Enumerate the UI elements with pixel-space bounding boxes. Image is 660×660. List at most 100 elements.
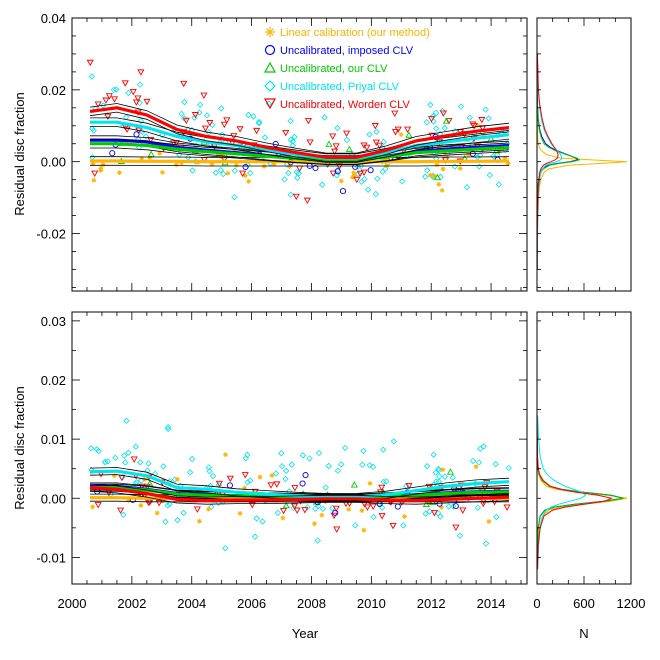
data-point <box>246 477 254 484</box>
marker-stroke <box>243 173 248 178</box>
trend-line <box>90 120 510 160</box>
bottom-panel-frame <box>71 311 528 585</box>
data-point <box>477 152 484 159</box>
data-point <box>345 145 353 152</box>
data-point <box>121 452 128 459</box>
data-point <box>400 522 407 529</box>
data-point <box>186 469 194 476</box>
data-point <box>239 170 247 178</box>
envelope-lower <box>89 490 510 505</box>
data-point <box>94 501 102 509</box>
bottom-y-axis-label: Residual disc fraction <box>12 386 27 510</box>
x-tick-label: 2000 <box>58 596 87 611</box>
data-point <box>196 109 203 116</box>
x-tick-label: 2004 <box>177 596 206 611</box>
data-point <box>482 540 490 547</box>
data-point <box>282 475 289 483</box>
data-point <box>280 515 286 521</box>
marker-stroke <box>280 515 285 520</box>
legend-marker-triangle-down <box>263 98 277 110</box>
top-scatter-panel: -0.02 0.00 0.02 0.04 <box>36 11 527 291</box>
marker-stroke <box>474 464 479 469</box>
data-point <box>331 148 339 156</box>
data-point <box>206 506 211 512</box>
data-point <box>315 449 323 457</box>
x-tick-label: 600 <box>573 596 595 611</box>
data-point <box>475 459 483 466</box>
data-point <box>360 447 367 455</box>
data-point <box>367 167 374 174</box>
data-point <box>196 518 202 524</box>
data-point <box>338 178 344 184</box>
data-point <box>285 169 292 177</box>
data-point <box>181 115 188 122</box>
data-point <box>129 89 137 96</box>
data-point <box>226 475 234 483</box>
data-point <box>450 503 457 510</box>
data-point <box>442 117 451 124</box>
marker-stroke <box>155 510 160 516</box>
marker-stroke <box>98 166 103 171</box>
data-point <box>146 479 154 487</box>
data-point <box>253 127 261 135</box>
data-point <box>350 481 358 488</box>
marker-stroke <box>197 519 202 524</box>
legend-entry-our-clv: Uncalibrated, our CLV <box>263 61 388 75</box>
data-point <box>441 473 449 480</box>
data-point <box>272 470 280 477</box>
marker-stroke <box>90 504 95 509</box>
data-point <box>231 167 238 174</box>
data-point <box>217 166 225 174</box>
data-point <box>242 173 248 179</box>
data-point <box>318 181 326 188</box>
data-point <box>120 511 127 518</box>
data-point <box>367 481 373 486</box>
data-point <box>200 92 208 99</box>
data-point <box>478 117 486 124</box>
data-point <box>95 447 102 455</box>
data-point <box>303 197 311 205</box>
marker-stroke <box>486 519 491 524</box>
trend-line <box>90 159 510 164</box>
data-point <box>289 138 297 145</box>
data-point <box>319 512 325 518</box>
data-point <box>242 163 249 171</box>
data-point <box>180 509 187 517</box>
data-point <box>490 153 497 160</box>
data-point <box>212 169 220 176</box>
y-tick-label: 0.02 <box>41 83 66 98</box>
data-point <box>282 501 290 509</box>
data-point <box>322 484 329 491</box>
data-point <box>253 515 260 522</box>
data-point <box>241 472 249 479</box>
marker-stroke <box>440 467 445 472</box>
data-point <box>162 518 169 525</box>
data-point <box>197 101 204 108</box>
data-point <box>422 510 429 517</box>
data-point <box>485 115 492 122</box>
top-y-axis-label: Residual disc fraction <box>12 92 27 216</box>
data-point <box>293 507 301 514</box>
data-point <box>215 480 223 488</box>
data-point <box>301 507 309 514</box>
x-tick-label: 2010 <box>357 596 386 611</box>
data-point <box>220 121 228 129</box>
marker-stroke <box>440 188 445 193</box>
data-point <box>250 113 257 120</box>
data-point <box>321 114 328 121</box>
data-point <box>201 125 210 132</box>
data-point <box>452 503 459 510</box>
legend-label: Linear calibration (our method) <box>280 27 430 39</box>
data-point <box>246 178 252 184</box>
data-point <box>473 464 479 470</box>
legend-label: Uncalibrated, Worden CLV <box>280 99 410 111</box>
data-point <box>282 129 290 137</box>
marker-stroke <box>223 452 228 457</box>
data-point <box>452 524 460 531</box>
data-point <box>222 545 229 552</box>
data-point <box>423 119 430 126</box>
data-point <box>469 121 477 128</box>
envelope-lower <box>89 111 510 163</box>
data-point <box>356 170 364 178</box>
data-point <box>233 162 239 168</box>
